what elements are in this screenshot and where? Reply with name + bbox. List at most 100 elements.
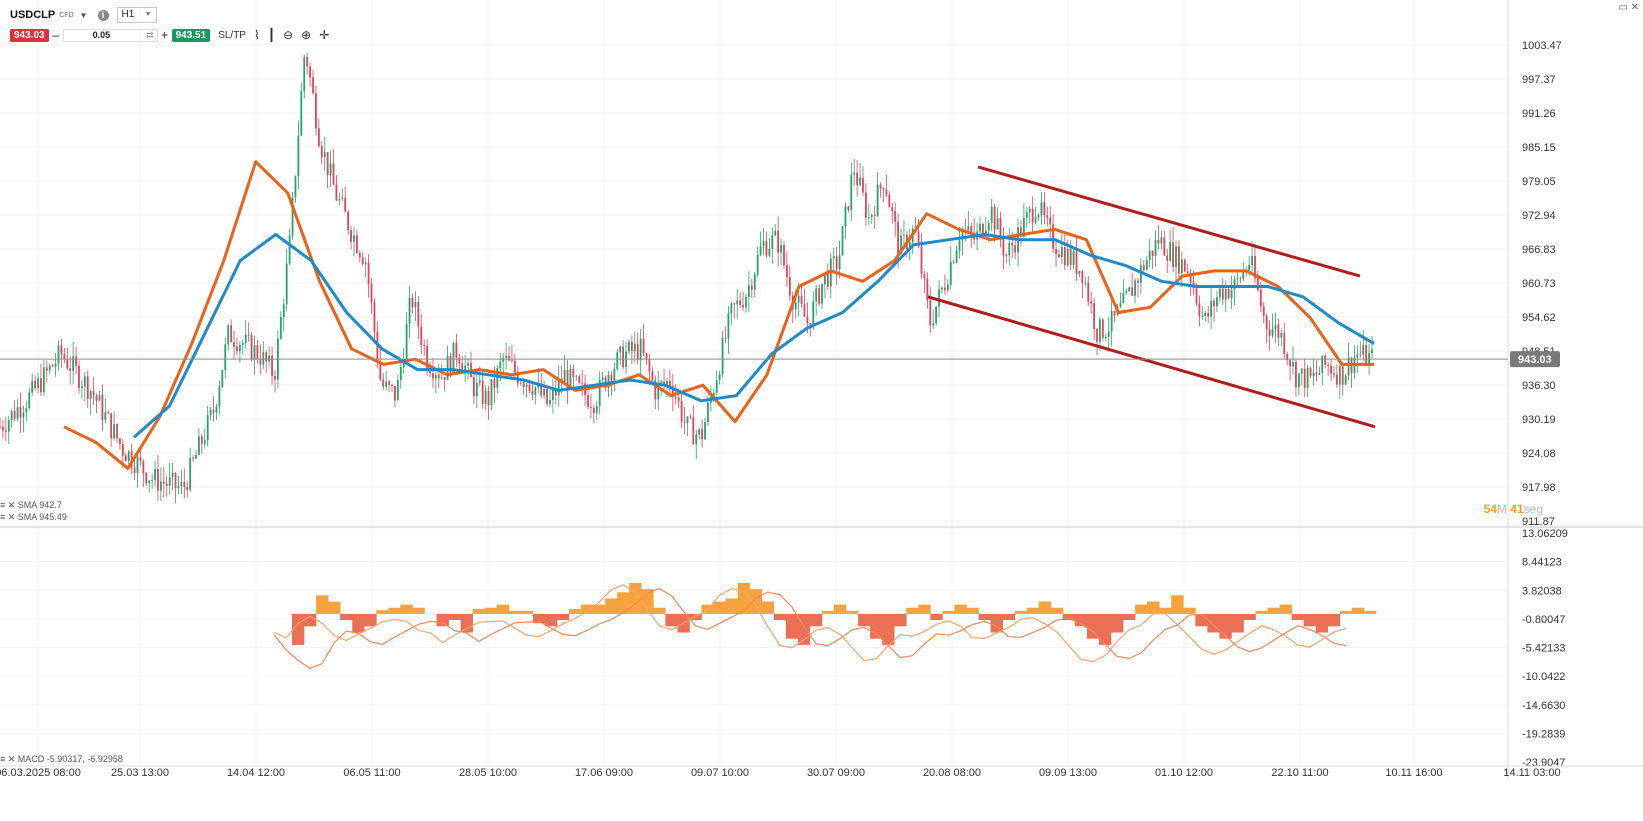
- line-chart-icon[interactable]: ⌇: [253, 28, 260, 42]
- macd-bar: [821, 610, 835, 614]
- macd-bar: [1267, 607, 1280, 614]
- macd-signal-line: [273, 587, 1347, 669]
- sell-button[interactable]: 943.03: [10, 28, 49, 42]
- candle-body: [952, 261, 955, 263]
- candle-body: [437, 375, 440, 379]
- zoom-in-icon[interactable]: ⊕: [301, 28, 312, 42]
- info-icon[interactable]: i: [97, 9, 109, 21]
- macd-bar: [1159, 607, 1172, 614]
- countdown-minutes-unit: M: [1496, 502, 1507, 516]
- swap-icon[interactable]: ⇄: [146, 29, 154, 40]
- time-tick-label: 25.03 13:00: [111, 767, 169, 779]
- candle-body: [929, 300, 932, 326]
- macd-bar: [1111, 613, 1124, 633]
- sltp-button[interactable]: SL/TP: [218, 29, 246, 41]
- candles-icon[interactable]: ┃: [267, 28, 276, 42]
- candle-body: [756, 254, 759, 275]
- candle-body: [873, 214, 876, 216]
- candle-body: [312, 77, 314, 94]
- candle-body: [1324, 355, 1327, 365]
- time-axis: 06.03.2025 08:00 25.03 13:00 14.04 12:00 06…: [0, 767, 1561, 779]
- macd-bar: [1038, 601, 1052, 614]
- sma-legend-2[interactable]: ≡ ✕ SMA 945.49: [0, 512, 67, 523]
- zoom-out-icon[interactable]: ⊖: [283, 28, 294, 42]
- candle-body: [987, 223, 990, 231]
- candle-body: [265, 352, 268, 362]
- macd-bar: [532, 613, 546, 624]
- candle-body: [139, 457, 142, 461]
- candle-body: [455, 342, 458, 358]
- candle-body: [484, 390, 487, 404]
- candle-body: [1335, 374, 1338, 385]
- candle-body: [174, 472, 177, 489]
- candle-body: [429, 370, 431, 374]
- crosshair-icon[interactable]: ✛: [319, 28, 330, 42]
- window-controls: ▭ ✕: [1618, 2, 1639, 13]
- trend-channel[interactable]: [927, 165, 1376, 429]
- candle-body: [238, 344, 241, 352]
- plus-icon[interactable]: +: [161, 28, 169, 42]
- sma-legend-1[interactable]: ≡ ✕ SMA 942.7: [0, 500, 62, 511]
- dropdown-caret-icon[interactable]: ▼: [79, 10, 88, 20]
- macd-tick-label: 8.44123: [1522, 557, 1562, 569]
- candle-body: [704, 422, 706, 440]
- candle-body: [104, 412, 107, 420]
- candle-body: [1022, 217, 1025, 237]
- window-icon[interactable]: ▭: [1618, 2, 1628, 13]
- macd-bar: [1243, 613, 1256, 621]
- candle-body: [1280, 332, 1283, 338]
- candle-body: [101, 395, 104, 420]
- macd-bar: [809, 613, 823, 627]
- candle-body: [221, 370, 224, 388]
- candle-body: [347, 211, 350, 230]
- candle-body: [1265, 315, 1268, 330]
- candle-body: [291, 197, 294, 236]
- current-price-flag: 943.03: [0, 351, 1560, 368]
- current-price-label: 943.03: [1518, 354, 1552, 366]
- macd-legend[interactable]: ≡ ✕ MACD -5.90317, -6.92958: [0, 754, 123, 765]
- candle-body: [689, 416, 692, 418]
- macd-bar: [1026, 607, 1040, 614]
- candle-body: [358, 252, 361, 258]
- candle-body: [1093, 303, 1095, 329]
- symbol-name[interactable]: USDCLP: [10, 9, 56, 21]
- macd-bar: [1086, 613, 1100, 639]
- timeframe-select[interactable]: H1 ▼: [116, 7, 157, 23]
- quantity-input[interactable]: 0.05 ⇄: [62, 28, 158, 42]
- candle-body: [75, 356, 77, 366]
- time-tick-label: 09.09 13:00: [1039, 767, 1097, 779]
- macd-bar: [376, 610, 389, 614]
- macd-bar: [1014, 610, 1028, 614]
- candle-body: [329, 163, 332, 176]
- candle-body: [294, 176, 297, 198]
- candle-body: [34, 380, 37, 389]
- minus-icon[interactable]: –: [52, 28, 59, 42]
- close-icon[interactable]: ✕: [1630, 2, 1639, 13]
- candle-body: [1198, 303, 1201, 317]
- candle-body: [350, 229, 352, 242]
- candle-body: [1025, 212, 1028, 218]
- candle-body: [923, 274, 926, 279]
- candle-body: [83, 376, 86, 387]
- macd-bar: [894, 613, 907, 627]
- candle-body: [870, 214, 873, 218]
- candle-body: [982, 223, 984, 236]
- buy-button[interactable]: 943.51: [171, 28, 211, 42]
- price-tick-label: 917.98: [1522, 482, 1556, 494]
- candle-body: [511, 360, 513, 362]
- candle-body: [54, 363, 57, 367]
- candle-body: [979, 223, 981, 232]
- countdown-seconds-unit: seg: [1523, 502, 1543, 516]
- candle-body: [116, 424, 118, 439]
- macd-bar: [1062, 613, 1076, 621]
- macd-bar: [556, 613, 570, 621]
- candle-body: [610, 374, 613, 381]
- macd-bar: [870, 613, 883, 639]
- macd-bar: [1183, 607, 1196, 614]
- candle-body: [1137, 280, 1139, 283]
- price-tick-label: 966.83: [1522, 244, 1556, 256]
- candle-body: [379, 360, 382, 380]
- candle-body: [28, 392, 31, 408]
- candle-body: [707, 402, 709, 423]
